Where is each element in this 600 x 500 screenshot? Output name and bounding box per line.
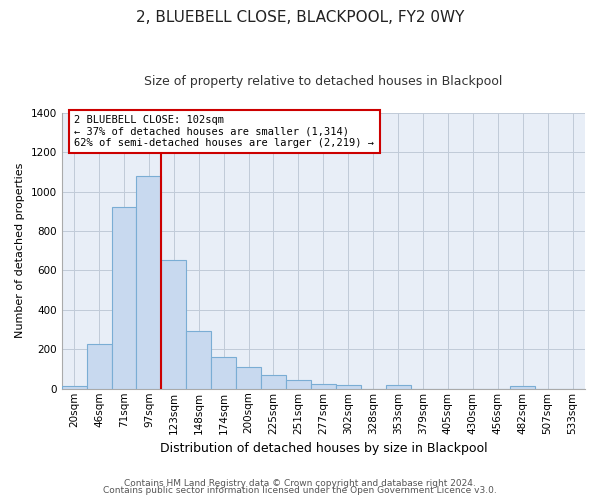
Text: 2 BLUEBELL CLOSE: 102sqm
← 37% of detached houses are smaller (1,314)
62% of sem: 2 BLUEBELL CLOSE: 102sqm ← 37% of detach… [74,114,374,148]
Title: Size of property relative to detached houses in Blackpool: Size of property relative to detached ho… [144,75,503,88]
Bar [211,357,236,389]
Bar [336,385,361,389]
Bar [261,374,286,389]
Bar [386,385,410,389]
X-axis label: Distribution of detached houses by size in Blackpool: Distribution of detached houses by size … [160,442,487,455]
Text: Contains HM Land Registry data © Crown copyright and database right 2024.: Contains HM Land Registry data © Crown c… [124,478,476,488]
Bar [86,344,112,389]
Y-axis label: Number of detached properties: Number of detached properties [15,163,25,338]
Bar [510,386,535,389]
Bar [236,368,261,389]
Bar [112,208,136,389]
Bar [161,260,186,389]
Bar [186,331,211,389]
Bar [136,176,161,389]
Bar [311,384,336,389]
Text: Contains public sector information licensed under the Open Government Licence v3: Contains public sector information licen… [103,486,497,495]
Bar [286,380,311,389]
Text: 2, BLUEBELL CLOSE, BLACKPOOL, FY2 0WY: 2, BLUEBELL CLOSE, BLACKPOOL, FY2 0WY [136,10,464,25]
Bar [62,386,86,389]
